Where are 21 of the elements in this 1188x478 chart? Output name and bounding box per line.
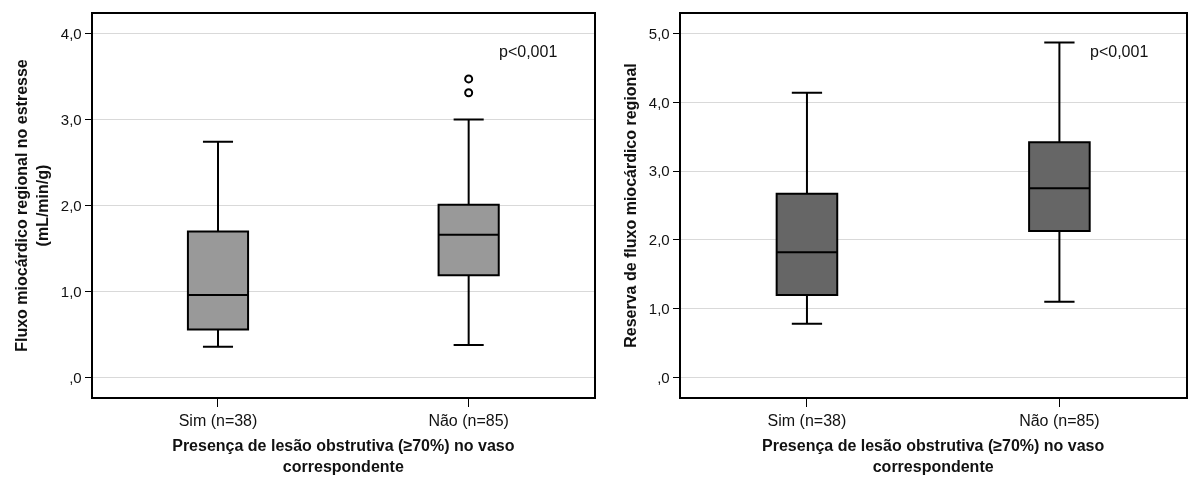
x-axis-title: Presença de lesão obstrutiva (≥70%) no vaso correspondente	[172, 437, 515, 475]
annotation: p<0,001	[499, 43, 558, 60]
y-axis-title: Reserva de fluxo miocárdico regional	[622, 63, 640, 348]
y-tick-label: 1,0	[648, 299, 670, 317]
y-axis-title: Fluxo miocárdico regional no estresse (mL/min/g)	[13, 59, 52, 352]
y-tick-label: ,0	[69, 369, 82, 387]
x-tick-label: Não (n=85)	[428, 411, 509, 429]
annotation: p<0,001	[1090, 43, 1149, 60]
y-tick-label: 1,0	[60, 282, 82, 300]
y-tick-label: 2,0	[648, 231, 670, 249]
x-tick-label: Sim (n=38)	[767, 411, 847, 429]
x-tick-label: Não (n=85)	[1019, 411, 1100, 429]
y-tick-label: 2,0	[60, 196, 82, 214]
x-axis-title: Presença de lesão obstrutiva (≥70%) no vaso correspondente	[762, 437, 1105, 475]
y-tick-label: 3,0	[60, 110, 82, 128]
y-tick-label: 4,0	[60, 24, 82, 42]
y-tick-label: 4,0	[648, 93, 670, 111]
x-tick-label: Sim (n=38)	[178, 411, 258, 429]
y-tick-label: 5,0	[648, 24, 670, 42]
y-tick-label: 3,0	[648, 162, 670, 180]
y-tick-label: ,0	[657, 368, 670, 386]
